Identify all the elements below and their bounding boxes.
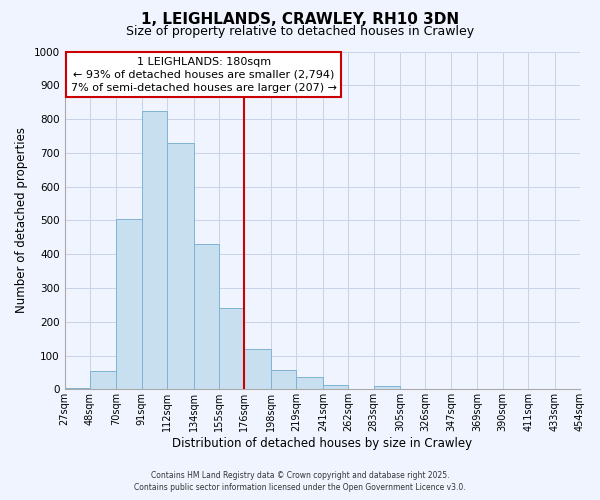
Text: Size of property relative to detached houses in Crawley: Size of property relative to detached ho… (126, 25, 474, 38)
Bar (296, 378, 323, 390)
Bar (374, 386, 400, 390)
Bar (167, 142, 194, 390)
Text: 1 LEIGHLANDS: 180sqm
← 93% of detached houses are smaller (2,794)
7% of semi-det: 1 LEIGHLANDS: 180sqm ← 93% of detached h… (71, 56, 337, 93)
Bar (90, 370, 116, 390)
Bar (194, 244, 219, 390)
Bar (65, 388, 90, 390)
Bar (244, 349, 271, 390)
Text: 1, LEIGHLANDS, CRAWLEY, RH10 3DN: 1, LEIGHLANDS, CRAWLEY, RH10 3DN (141, 12, 459, 28)
Text: Contains HM Land Registry data © Crown copyright and database right 2025.
Contai: Contains HM Land Registry data © Crown c… (134, 471, 466, 492)
Bar (116, 218, 142, 390)
Bar (219, 308, 244, 390)
Bar (271, 370, 296, 390)
Y-axis label: Number of detached properties: Number of detached properties (15, 128, 28, 314)
Bar (323, 385, 348, 390)
X-axis label: Distribution of detached houses by size in Crawley: Distribution of detached houses by size … (172, 437, 472, 450)
Bar (142, 110, 167, 390)
